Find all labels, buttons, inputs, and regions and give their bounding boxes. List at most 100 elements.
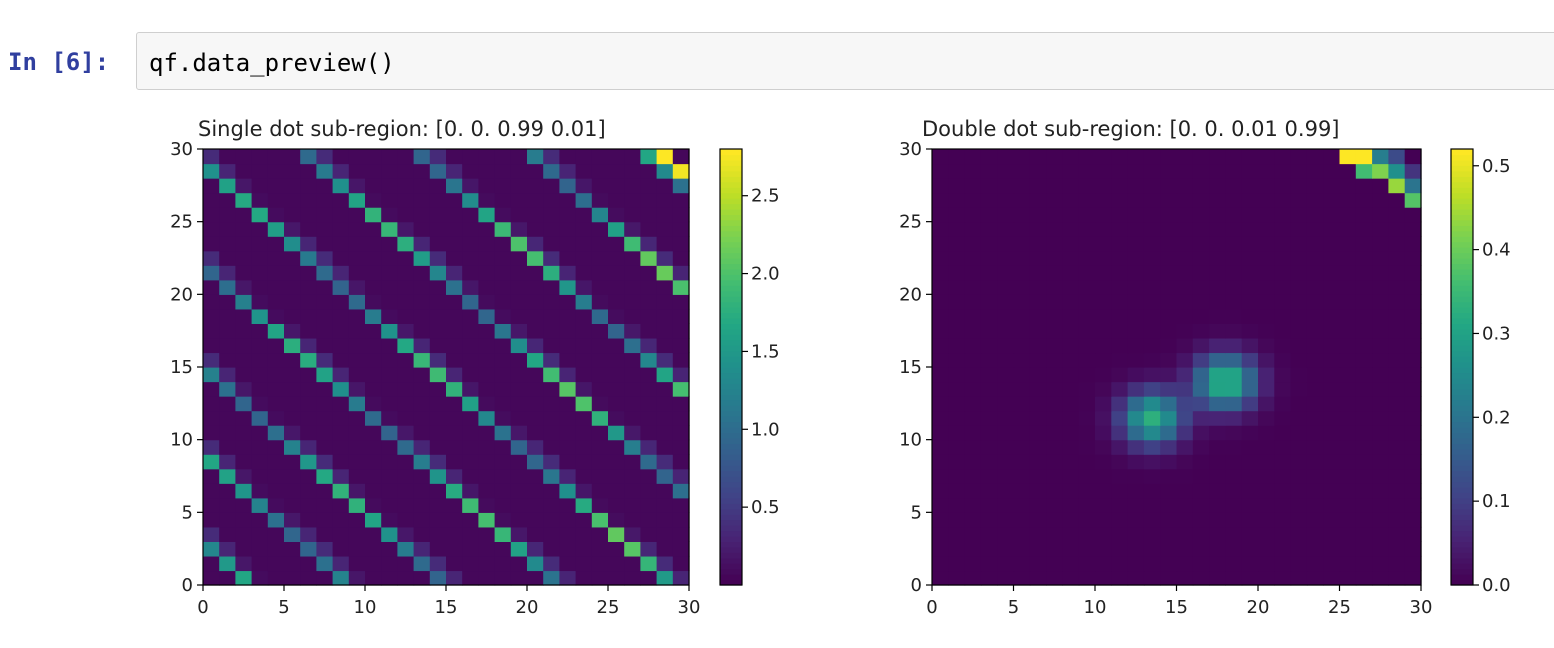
heatmap-cell — [235, 149, 253, 165]
colorbar-segment — [720, 252, 742, 259]
heatmap-cell — [527, 454, 544, 470]
heatmap-cell — [1111, 308, 1129, 324]
heatmap-cell — [1209, 308, 1226, 324]
heatmap-cell — [656, 468, 674, 484]
heatmap-cell — [964, 468, 982, 484]
heatmap-cell — [575, 178, 593, 194]
heatmap-cell — [527, 178, 544, 194]
heatmap-cell — [235, 294, 253, 310]
x-tick-label: 25 — [1328, 597, 1351, 618]
heatmap-cell — [672, 207, 690, 223]
heatmap-cell — [1160, 526, 1178, 542]
heatmap-cell — [267, 410, 285, 426]
heatmap-cell — [624, 468, 641, 484]
colorbar-segment — [1451, 563, 1473, 570]
heatmap-cell — [429, 439, 447, 455]
heatmap-cell — [1339, 555, 1357, 572]
heatmap-cell — [203, 425, 220, 441]
heatmap-cell — [1095, 381, 1112, 397]
heatmap-cell — [1176, 381, 1194, 397]
heatmap-cell — [948, 425, 966, 441]
y-tick-label: 0 — [911, 575, 922, 596]
heatmap-cell — [640, 149, 658, 165]
heatmap-cell — [1404, 279, 1422, 295]
heatmap-cell — [300, 396, 317, 412]
heatmap-cell — [1372, 526, 1389, 542]
heatmap-cell — [1274, 308, 1292, 324]
heatmap-cell — [672, 265, 690, 281]
heatmap-cell — [575, 337, 593, 354]
heatmap-cell — [267, 207, 285, 223]
heatmap-cell — [980, 483, 998, 499]
colorbar-segment — [1451, 214, 1473, 221]
heatmap-cell — [219, 163, 236, 179]
heatmap-cell — [948, 279, 966, 295]
heatmap-cell — [429, 207, 447, 223]
heatmap-cell — [1176, 555, 1194, 572]
heatmap-cell — [397, 512, 415, 528]
heatmap-cell — [219, 308, 236, 324]
colorbar-segment — [1451, 492, 1473, 499]
heatmap-cell — [429, 410, 447, 426]
heatmap-cell — [980, 294, 998, 310]
colorbar-segment — [720, 574, 742, 581]
heatmap-cell — [446, 468, 463, 484]
heatmap-cell — [1176, 570, 1194, 586]
heatmap-cell — [1078, 236, 1096, 252]
code-cell-input[interactable]: qf.data_preview() — [136, 32, 1554, 90]
heatmap-cell — [1062, 192, 1080, 208]
heatmap-cell — [284, 163, 301, 179]
colorbar-segment — [720, 307, 742, 314]
colorbar-segment — [720, 492, 742, 499]
heatmap-cell — [1095, 352, 1112, 368]
heatmap-cell — [397, 221, 415, 237]
heatmap-cell — [284, 410, 301, 426]
colorbar-segment — [1451, 394, 1473, 401]
heatmap-cell — [997, 192, 1015, 208]
heatmap-cell — [591, 367, 609, 383]
heatmap-cell — [559, 512, 577, 528]
heatmap-cell — [429, 294, 447, 310]
heatmap-cell — [1127, 570, 1145, 586]
heatmap-cell — [1306, 149, 1324, 165]
heatmap-cell — [1160, 308, 1178, 324]
heatmap-cell — [1013, 381, 1031, 397]
heatmap-cell — [203, 236, 220, 252]
heatmap-cell — [429, 250, 447, 266]
colorbar-segment — [720, 426, 742, 433]
heatmap-cell — [1290, 352, 1308, 368]
heatmap-cell — [1209, 352, 1226, 368]
heatmap-cell — [300, 250, 317, 266]
heatmap-cell — [575, 308, 593, 324]
heatmap-cell — [510, 483, 528, 499]
heatmap-cell — [219, 337, 236, 354]
colorbar-segment — [720, 258, 742, 265]
heatmap-cell — [1095, 337, 1112, 354]
colorbar-segment — [1451, 323, 1473, 330]
heatmap-cell — [1078, 352, 1096, 368]
heatmap-cell — [1127, 483, 1145, 499]
heatmap-cell — [478, 236, 496, 252]
heatmap-cell — [1013, 294, 1031, 310]
heatmap-cell — [1127, 207, 1145, 223]
colorbar-segment — [1451, 416, 1473, 423]
heatmap-cell — [575, 221, 593, 237]
colorbar-segment — [720, 377, 742, 384]
heatmap-cell — [932, 250, 949, 266]
heatmap-cell — [446, 352, 463, 368]
heatmap-cell — [1306, 265, 1324, 281]
heatmap-cell — [1160, 163, 1178, 179]
heatmap-cell — [1355, 323, 1373, 339]
heatmap-cell — [478, 555, 496, 572]
colorbar-tick-label: 0.5 — [751, 497, 780, 518]
heatmap-cell — [1111, 337, 1129, 354]
heatmap-cell — [381, 367, 398, 383]
heatmap-cell — [478, 352, 496, 368]
colorbar: 0.51.01.52.02.5 — [719, 148, 780, 586]
heatmap-cell — [1355, 468, 1373, 484]
heatmap-cell — [656, 410, 674, 426]
colorbar-segment — [720, 192, 742, 199]
heatmap-cell — [1111, 294, 1129, 310]
heatmap-cell — [267, 323, 285, 339]
heatmap-cell — [348, 163, 366, 179]
